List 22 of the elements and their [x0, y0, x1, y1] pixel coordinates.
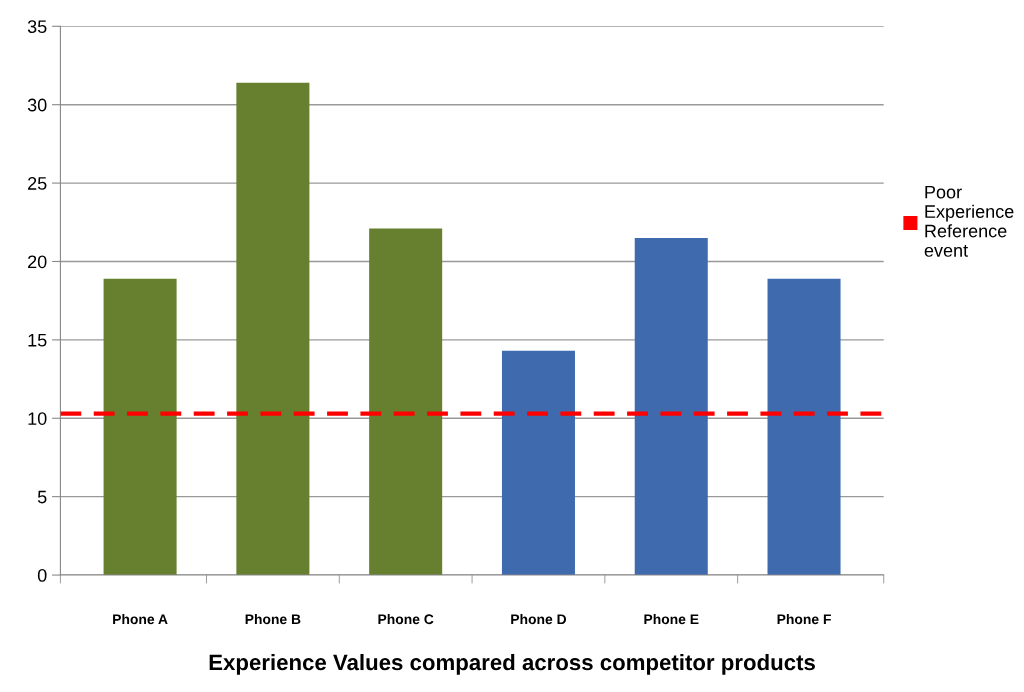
bar [103, 278, 177, 576]
x-tick-label: Phone C [378, 613, 434, 625]
x-tick-label: Phone B [245, 613, 301, 625]
x-tick-label: Phone E [644, 613, 699, 625]
y-tick-label: 25 [28, 177, 47, 190]
bar [369, 228, 443, 576]
text: Experience Values compared across competitor products [209, 653, 815, 675]
legend-label: Poor Experience Reference event [924, 185, 1014, 257]
y-tick-label: 0 [37, 568, 47, 582]
bar [501, 350, 575, 576]
bar [767, 278, 841, 576]
bar [634, 237, 708, 576]
bar [236, 82, 310, 576]
y-tick-label: 15 [28, 333, 47, 347]
y-tick-label: 20 [28, 255, 47, 269]
x-tick-label: Phone F [777, 613, 831, 625]
y-tick-label: 35 [27, 20, 47, 34]
y-tick-label: 30 [27, 98, 47, 112]
x-tick-label: Phone A [113, 613, 168, 625]
x-tick-label: Phone D [511, 613, 567, 625]
y-tick-label: 5 [37, 490, 47, 504]
y-tick-label: 10 [28, 412, 47, 425]
